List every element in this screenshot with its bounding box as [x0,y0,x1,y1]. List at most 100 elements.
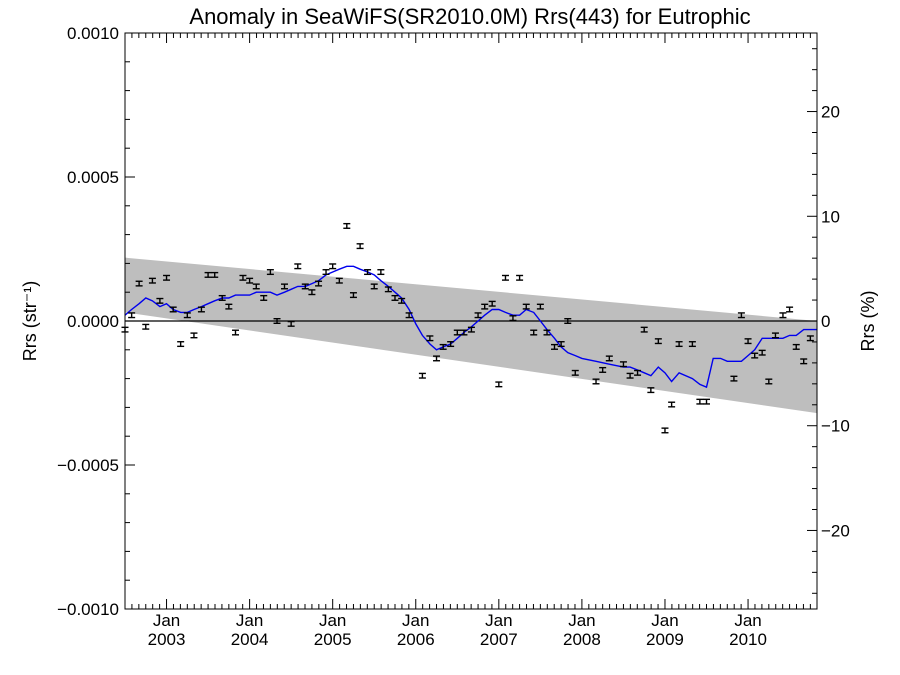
x-tick-month: Jan [402,611,429,630]
x-axis: Jan2003Jan2004Jan2005Jan2006Jan2007Jan20… [124,33,811,649]
data-point [447,341,455,348]
x-tick-year: 2004 [231,630,269,649]
data-point [654,338,662,345]
data-point [273,317,281,325]
data-point [536,303,544,310]
data-point [530,329,538,336]
data-point [522,303,530,310]
data-point [322,269,330,276]
data-point [744,338,752,345]
x-tick-month: Jan [153,611,180,630]
data-point [661,427,669,434]
x-tick-month: Jan [651,611,678,630]
data-point [169,306,177,313]
trend-line [124,265,817,389]
x-tick-year: 2008 [563,630,601,649]
data-point [481,303,489,310]
confidence-band [125,257,817,414]
left-tick-label: 0.0000 [67,312,119,331]
data-point [405,312,413,319]
right-tick-label: 0 [821,312,830,331]
data-point [135,280,143,287]
data-point [142,323,150,330]
data-point [543,329,551,336]
data-point [418,372,426,379]
data-point [343,222,351,229]
x-tick-year: 2006 [397,630,435,649]
left-tick-label: 0.0010 [67,24,119,43]
data-point [516,274,524,281]
data-point [287,320,295,327]
data-point [696,398,704,405]
data-point [364,269,372,276]
data-point [509,315,517,322]
band-polygon [125,257,817,414]
data-point [619,361,627,368]
data-point [260,294,268,301]
data-point [474,312,482,319]
data-point [294,263,302,270]
data-point [599,366,607,373]
data-point [156,297,164,304]
data-point [564,317,572,325]
data-point [439,343,447,350]
data-point [377,269,385,276]
data-point [800,358,808,365]
data-point [703,398,711,405]
data-point [225,303,233,310]
blue-trend-line [124,265,817,389]
data-point [806,335,814,342]
data-point [231,329,239,336]
x-tick-year: 2005 [314,630,352,649]
data-point [239,274,247,281]
x-tick-month: Jan [319,611,346,630]
data-point [204,271,212,278]
chart-title: Anomaly in SeaWiFS(SR2010.0M) Rrs(443) f… [189,4,750,29]
data-point [626,372,634,379]
data-point [190,332,198,339]
data-point [356,243,364,250]
data-point [246,277,254,284]
data-point [779,312,787,319]
data-point [730,375,738,382]
data-point [148,277,156,284]
data-point [771,332,779,339]
y-axis-label-left: Rrs (str⁻¹) [20,281,40,361]
right-tick-label: 10 [821,207,840,226]
data-point [329,263,337,270]
data-point [349,292,357,299]
data-point [281,283,289,290]
data-point [384,286,392,293]
data-point [634,369,642,376]
x-tick-year: 2010 [729,630,767,649]
data-point [737,312,745,319]
data-point [335,277,343,284]
data-point [467,326,475,333]
data-point [218,294,226,301]
data-point [495,381,503,388]
data-point [163,274,171,281]
data-point [128,312,136,319]
data-point [550,343,558,350]
data-point [398,297,406,304]
data-point [647,387,655,394]
data-point [501,274,509,281]
data-point [211,271,219,278]
data-point [266,269,274,276]
right-tick-label: −10 [821,417,850,436]
x-tick-month: Jan [734,611,761,630]
data-point [177,341,185,348]
left-tick-label: −0.0010 [57,600,119,619]
data-point [751,352,759,359]
data-point [183,312,191,319]
data-point [453,329,461,336]
x-tick-month: Jan [568,611,595,630]
x-tick-year: 2009 [646,630,684,649]
x-tick-year: 2007 [480,630,518,649]
data-point [675,341,683,348]
x-tick-month: Jan [485,611,512,630]
plot-area [121,222,817,434]
right-tick-label: −20 [821,521,850,540]
data-point [460,329,468,336]
